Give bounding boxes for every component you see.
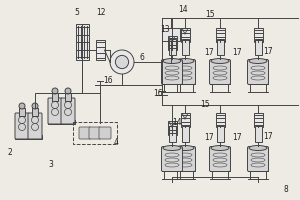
Bar bbox=[52, 93, 58, 101]
Bar bbox=[182, 39, 188, 55]
Bar bbox=[167, 36, 176, 50]
FancyBboxPatch shape bbox=[175, 60, 196, 84]
Text: 17: 17 bbox=[232, 48, 242, 57]
FancyBboxPatch shape bbox=[248, 146, 268, 171]
FancyBboxPatch shape bbox=[161, 60, 182, 84]
Text: 3: 3 bbox=[48, 160, 53, 169]
Ellipse shape bbox=[163, 58, 181, 64]
Text: 17: 17 bbox=[204, 48, 214, 57]
FancyBboxPatch shape bbox=[79, 127, 91, 139]
Bar bbox=[254, 113, 262, 127]
Bar bbox=[182, 126, 188, 142]
Bar bbox=[32, 108, 38, 116]
Bar bbox=[162, 28, 180, 41]
Text: 5: 5 bbox=[74, 8, 79, 17]
Ellipse shape bbox=[249, 146, 267, 150]
Text: 12: 12 bbox=[96, 8, 106, 17]
Ellipse shape bbox=[249, 58, 267, 64]
FancyBboxPatch shape bbox=[209, 146, 230, 171]
Bar bbox=[169, 126, 176, 142]
FancyBboxPatch shape bbox=[248, 60, 268, 84]
Bar bbox=[61, 120, 75, 124]
Bar bbox=[167, 121, 176, 135]
FancyBboxPatch shape bbox=[209, 60, 230, 84]
Circle shape bbox=[52, 88, 58, 94]
FancyBboxPatch shape bbox=[48, 98, 62, 124]
Bar bbox=[215, 28, 224, 42]
Bar bbox=[181, 28, 190, 42]
Ellipse shape bbox=[176, 58, 194, 64]
Text: 15: 15 bbox=[200, 100, 210, 109]
Bar bbox=[215, 113, 224, 127]
Text: 17: 17 bbox=[263, 132, 273, 141]
Text: 8: 8 bbox=[284, 185, 289, 194]
Bar bbox=[19, 108, 25, 116]
Text: 16: 16 bbox=[153, 89, 163, 98]
FancyBboxPatch shape bbox=[89, 127, 101, 139]
FancyBboxPatch shape bbox=[15, 113, 29, 139]
Bar bbox=[254, 126, 262, 142]
Bar bbox=[217, 126, 224, 142]
Bar bbox=[95, 40, 104, 60]
Text: 15: 15 bbox=[205, 10, 214, 19]
FancyBboxPatch shape bbox=[161, 146, 182, 171]
Text: 17: 17 bbox=[232, 133, 242, 142]
Text: 14: 14 bbox=[178, 5, 188, 14]
Ellipse shape bbox=[163, 146, 181, 150]
Text: 4: 4 bbox=[114, 138, 119, 147]
Text: 6: 6 bbox=[140, 53, 145, 62]
Circle shape bbox=[19, 103, 25, 109]
Circle shape bbox=[32, 103, 38, 109]
Circle shape bbox=[65, 88, 71, 94]
FancyBboxPatch shape bbox=[99, 127, 111, 139]
Text: 2: 2 bbox=[8, 148, 13, 157]
Text: 14: 14 bbox=[172, 118, 182, 127]
Bar bbox=[48, 120, 62, 124]
Bar bbox=[28, 135, 42, 139]
Text: 17: 17 bbox=[263, 47, 273, 56]
Ellipse shape bbox=[211, 58, 229, 64]
Bar bbox=[217, 39, 224, 55]
FancyBboxPatch shape bbox=[175, 146, 196, 171]
Bar bbox=[15, 135, 29, 139]
Bar bbox=[254, 28, 262, 42]
Text: 17: 17 bbox=[204, 133, 214, 142]
Ellipse shape bbox=[211, 146, 229, 150]
Bar bbox=[73, 122, 117, 144]
FancyBboxPatch shape bbox=[28, 113, 42, 139]
Circle shape bbox=[116, 55, 129, 69]
Text: 13: 13 bbox=[160, 25, 169, 34]
Ellipse shape bbox=[176, 146, 194, 150]
FancyBboxPatch shape bbox=[61, 98, 75, 124]
Bar bbox=[169, 39, 176, 55]
Bar bbox=[181, 113, 190, 127]
Bar bbox=[65, 93, 71, 101]
Bar bbox=[254, 39, 262, 55]
Circle shape bbox=[110, 50, 134, 74]
Text: 16: 16 bbox=[103, 76, 112, 85]
Bar bbox=[76, 24, 88, 60]
